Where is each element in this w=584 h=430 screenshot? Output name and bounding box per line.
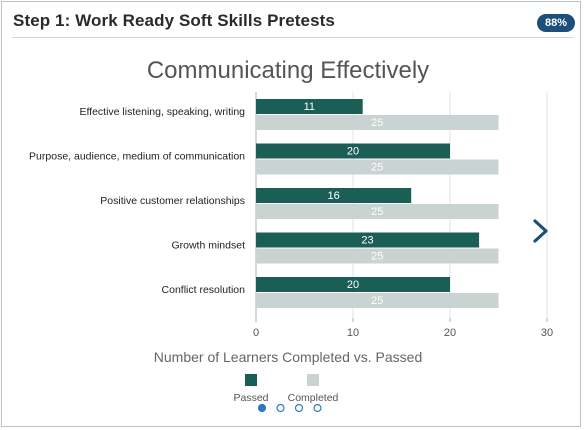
legend-swatch-completed[interactable] (307, 374, 319, 386)
chart-title: Communicating Effectively (147, 57, 429, 84)
passed-bar[interactable] (256, 99, 363, 114)
x-axis-label: Number of Learners Completed vs. Passed (154, 349, 422, 365)
passed-bar-value: 20 (347, 279, 359, 291)
completed-bar[interactable] (256, 115, 499, 130)
x-tick-label: 20 (444, 327, 456, 339)
x-tick-label: 0 (253, 327, 259, 339)
passed-bar-value: 16 (327, 190, 339, 202)
passed-bar[interactable] (256, 188, 412, 203)
completed-bar[interactable] (256, 248, 499, 264)
completed-bar[interactable] (256, 293, 499, 308)
carousel-dot[interactable] (257, 403, 267, 413)
completed-bar[interactable] (256, 204, 499, 219)
legend-label-completed: Completed (288, 392, 339, 404)
category-label: Purpose, audience, medium of communicati… (29, 151, 245, 163)
category-label: Positive customer relationships (100, 195, 245, 207)
carousel-dot[interactable] (276, 403, 285, 413)
category-label: Effective listening, speaking, writing (79, 106, 245, 118)
progress-badge: 88% (537, 14, 575, 32)
passed-bar-value: 23 (361, 235, 373, 247)
completed-bar-value: 25 (371, 117, 383, 129)
completed-bar-value: 25 (371, 295, 383, 307)
chevron-right-icon[interactable] (533, 219, 548, 243)
passed-bar[interactable] (256, 232, 480, 248)
passed-bar-value: 20 (347, 146, 359, 158)
completed-bar-value: 25 (371, 162, 383, 174)
category-label: Conflict resolution (162, 284, 246, 296)
legend-swatch-passed[interactable] (245, 374, 257, 386)
header-divider (12, 37, 574, 38)
completed-bar[interactable] (256, 159, 499, 175)
carousel-dot[interactable] (294, 403, 304, 413)
completed-bar-value: 25 (371, 251, 383, 263)
category-label: Growth mindset (171, 240, 245, 252)
completed-bar-value: 25 (371, 206, 383, 218)
x-tick-label: 30 (541, 327, 553, 339)
passed-bar-value: 11 (304, 101, 315, 113)
passed-bar[interactable] (256, 143, 450, 159)
carousel-dot[interactable] (313, 403, 322, 413)
legend-label-passed: Passed (233, 392, 268, 404)
panel-title: Step 1: Work Ready Soft Skills Pretests (13, 11, 335, 30)
passed-bar[interactable] (256, 277, 450, 292)
x-tick-label: 10 (347, 327, 359, 339)
